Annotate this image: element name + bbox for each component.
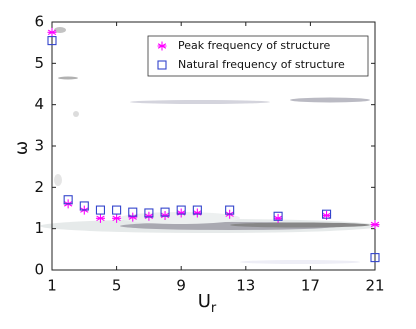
- x-tick-label: 13: [236, 277, 255, 295]
- y-tick-label: 1: [34, 219, 44, 237]
- star-marker: [192, 208, 202, 218]
- square-marker: [273, 211, 283, 221]
- x-axis-label-sub: r: [211, 301, 217, 316]
- y-tick-label: 0: [34, 261, 44, 279]
- x-axis-label: Ur: [198, 291, 217, 316]
- x-axis-label-main: U: [198, 291, 211, 312]
- square-marker: [321, 209, 332, 219]
- square-marker: [128, 207, 138, 217]
- star-marker: [128, 212, 138, 222]
- star-marker: [370, 220, 380, 230]
- x-tick-label: 1: [47, 277, 57, 295]
- legend-swatch: [157, 60, 167, 70]
- legend-label: Peak frequency of structure: [178, 39, 331, 52]
- square-marker: [95, 205, 105, 215]
- y-tick-label: 2: [34, 178, 44, 196]
- star-marker: [112, 213, 122, 223]
- square-marker: [79, 201, 89, 211]
- star-marker: [47, 27, 57, 37]
- square-marker: [192, 205, 202, 215]
- legend-box: [147, 35, 369, 77]
- square-marker: [176, 205, 186, 215]
- star-marker: [144, 211, 154, 221]
- x-tick-label: 21: [365, 277, 384, 295]
- legend-swatch: [157, 41, 167, 51]
- star-marker: [160, 210, 170, 220]
- y-axis-label: ω: [12, 141, 32, 155]
- star-marker: [273, 213, 283, 223]
- star-marker: [95, 213, 105, 223]
- square-marker: [112, 205, 122, 215]
- y-tick-label: 4: [34, 95, 44, 113]
- y-tick-label: 5: [34, 54, 44, 72]
- y-tick-label: 6: [34, 13, 44, 31]
- star-marker: [176, 208, 186, 218]
- x-tick-label: 9: [176, 277, 186, 295]
- x-tick-label: 5: [112, 277, 122, 295]
- square-marker: [370, 253, 380, 263]
- star-marker: [322, 210, 332, 220]
- x-tick-label: 17: [301, 277, 320, 295]
- legend-label: Natural frequency of structure: [178, 58, 345, 71]
- square-marker: [144, 208, 154, 218]
- square-marker: [63, 195, 73, 205]
- y-tick-label: 3: [34, 137, 44, 155]
- square-marker: [225, 205, 235, 215]
- square-marker: [160, 207, 170, 217]
- square-marker: [47, 36, 57, 46]
